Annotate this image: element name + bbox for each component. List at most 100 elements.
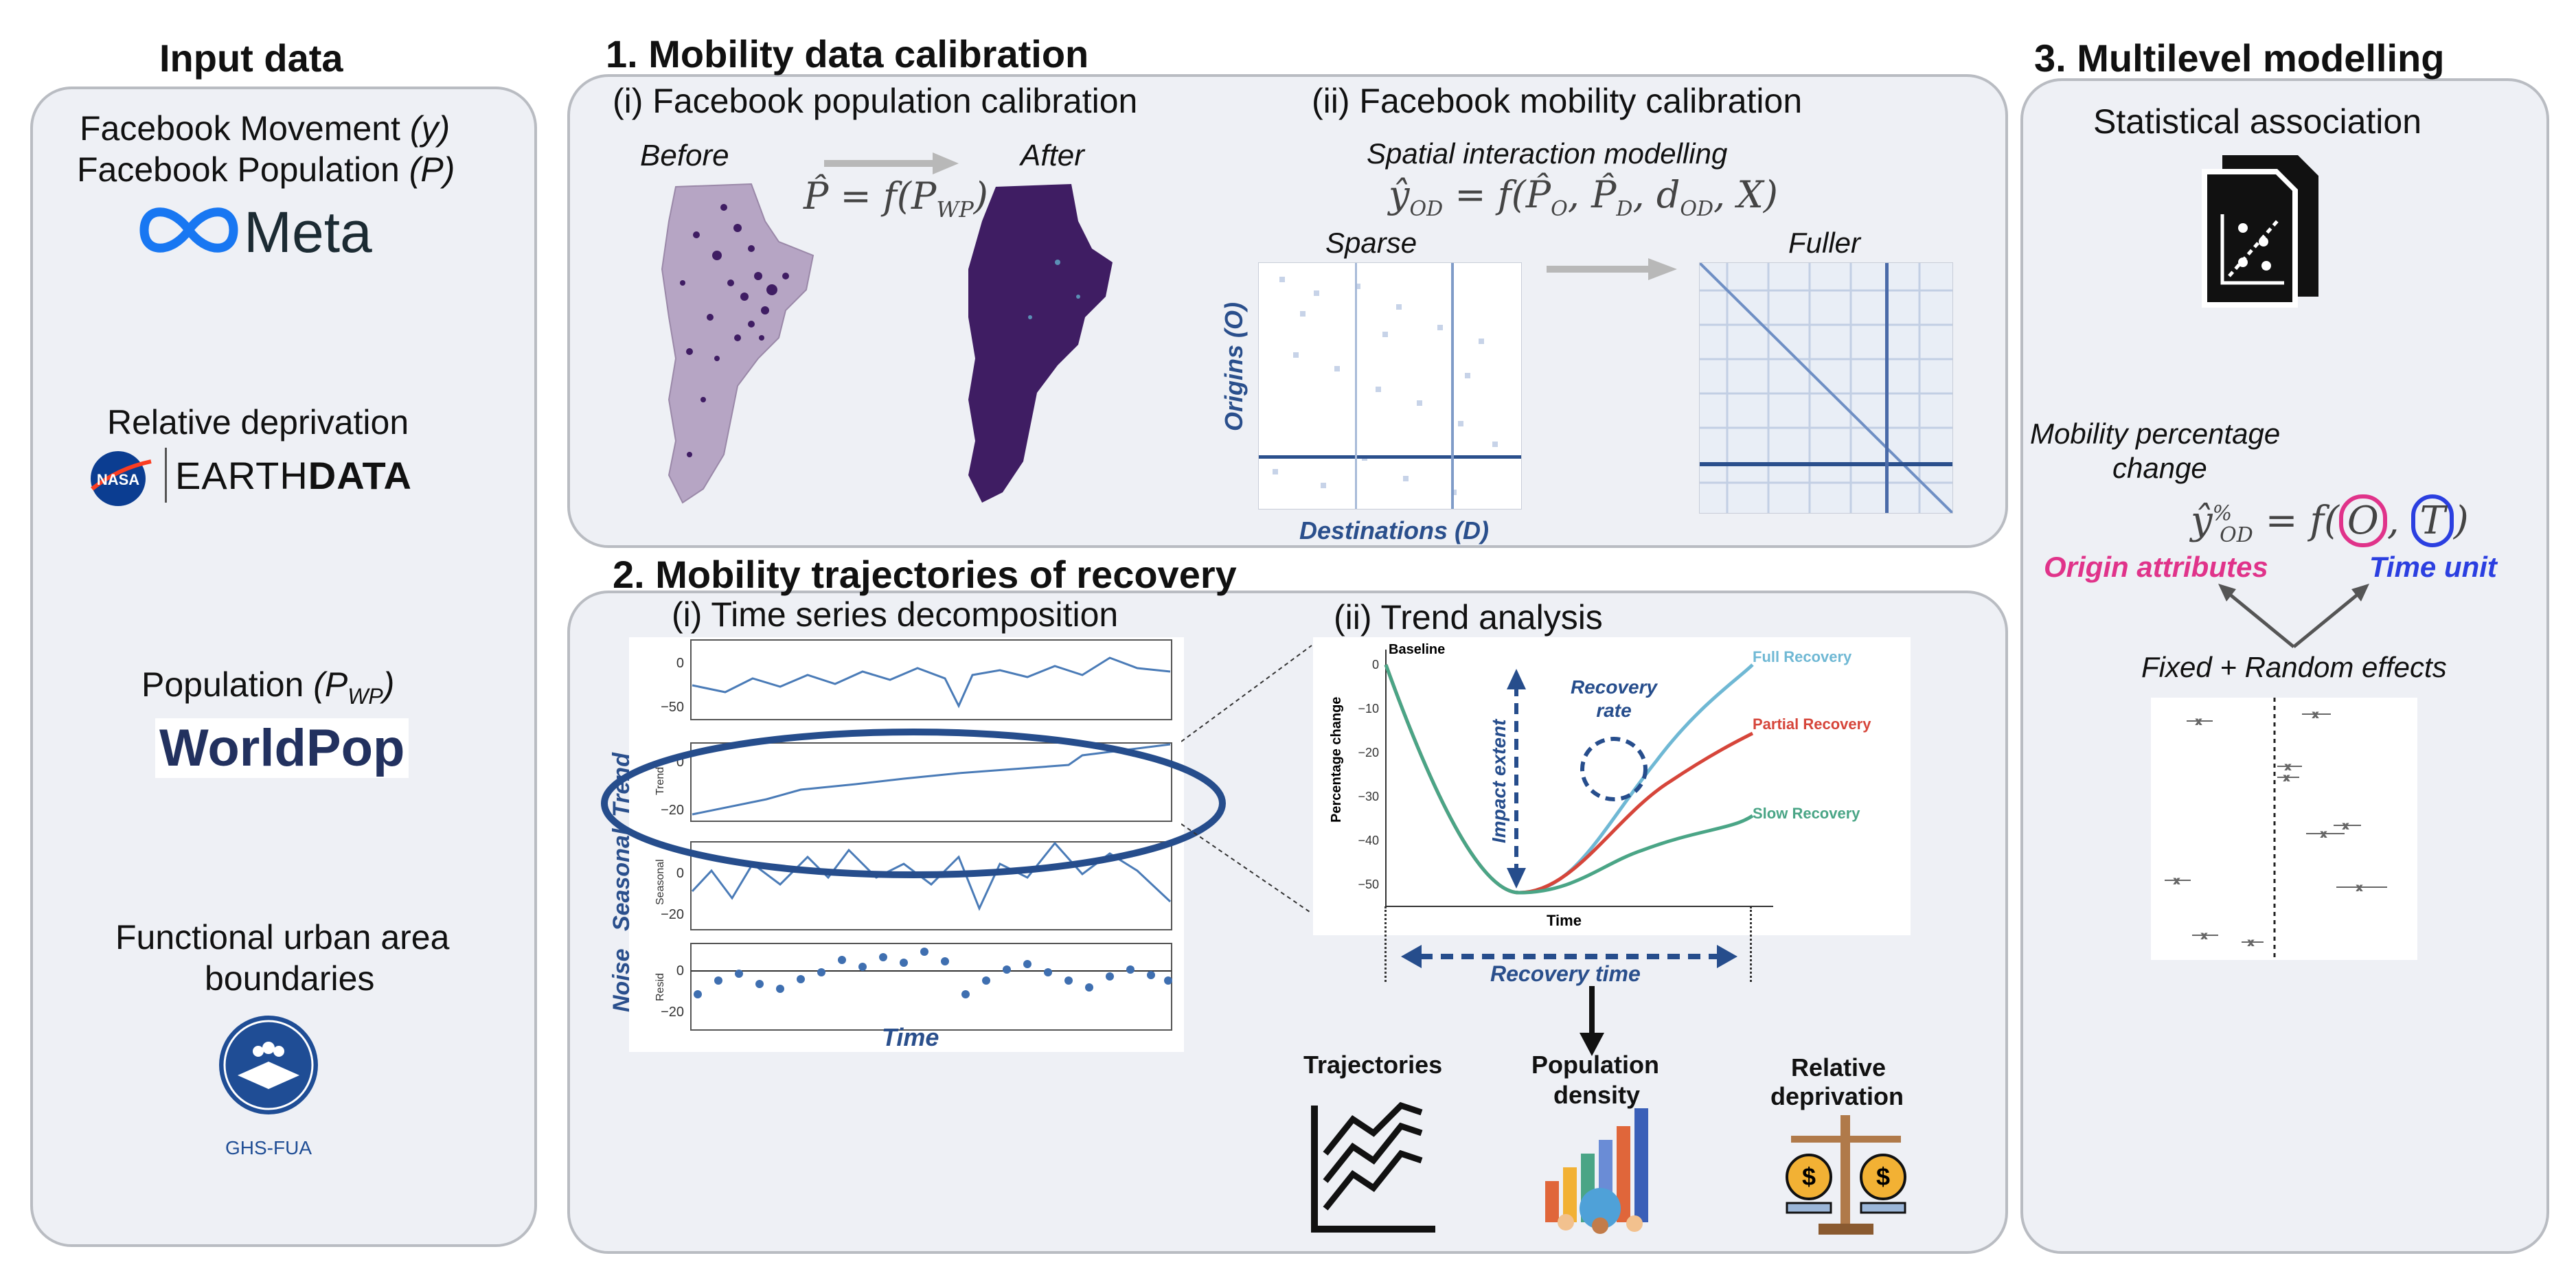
calibration-title: 1. Mobility data calibration bbox=[606, 32, 1089, 76]
population-formula: P̂ = f(PWP) bbox=[803, 174, 988, 222]
relative-deprivation-label: Relative deprivation bbox=[107, 403, 409, 442]
svg-text:NASA: NASA bbox=[97, 471, 139, 488]
svg-text:x: x bbox=[2286, 761, 2290, 772]
recovery-time-label: Recovery time bbox=[1490, 961, 1641, 986]
fuller-matrix bbox=[1698, 262, 1954, 514]
reldep-label-1: Relative bbox=[1791, 1053, 1887, 1081]
effects-arrows bbox=[2198, 578, 2390, 657]
time-unit-label: Time unit bbox=[2369, 551, 2497, 583]
fua-label-line1: Functional urban area bbox=[115, 918, 450, 957]
baseline-dotted-right bbox=[1750, 906, 1752, 982]
trend-analysis-subtitle: (ii) Trend analysis bbox=[1334, 598, 1603, 637]
after-label: After bbox=[1021, 139, 1084, 172]
fuller-label: Fuller bbox=[1788, 227, 1861, 259]
population-calibration-subtitle: (i) Facebook population calibration bbox=[613, 82, 1138, 120]
svg-text:Recovery: Recovery bbox=[1571, 676, 1659, 698]
svg-text:x: x bbox=[2248, 937, 2253, 948]
svg-text:Partial Recovery: Partial Recovery bbox=[1753, 716, 1871, 733]
relative-deprivation-icon: $ $ bbox=[1777, 1108, 1915, 1242]
ghs-fua-text: GHS-FUA bbox=[225, 1137, 312, 1158]
svg-text:Trend: Trend bbox=[654, 767, 666, 795]
worldpop-logo: WorldPop bbox=[155, 718, 409, 778]
fb-movement-label: Facebook Movement (y) bbox=[80, 109, 451, 148]
origin-attributes-label: Origin attributes bbox=[2044, 551, 2268, 583]
svg-text:Percentage change: Percentage change bbox=[1329, 697, 1344, 823]
mobility-calibration-subtitle: (ii) Facebook mobility calibration bbox=[1312, 82, 1803, 120]
sim-label: Spatial interaction modelling bbox=[1367, 137, 1728, 170]
earthdata-divider bbox=[165, 448, 167, 503]
recovery-time-arrow bbox=[1401, 939, 1737, 977]
fua-label-line2: boundaries bbox=[205, 959, 375, 998]
sim-formula: ŷOD = f(P̂O, P̂D, dOD, X) bbox=[1389, 173, 1778, 221]
trend-analysis-chart: 0 −10 −20 −30 −40 −50 Baseline Percentag… bbox=[1313, 637, 1911, 935]
population-label: Population (PWP) bbox=[141, 665, 395, 709]
svg-text:$: $ bbox=[1802, 1163, 1816, 1191]
svg-text:0: 0 bbox=[676, 656, 684, 671]
svg-text:−50: −50 bbox=[1358, 878, 1379, 891]
multilevel-title: 3. Multilevel modelling bbox=[2034, 36, 2445, 80]
baseline-dotted-left bbox=[1384, 906, 1387, 982]
svg-text:x: x bbox=[2196, 716, 2201, 726]
ghs-fua-logo bbox=[217, 1014, 320, 1120]
before-label: Before bbox=[640, 139, 729, 172]
svg-text:−20: −20 bbox=[661, 907, 684, 922]
svg-text:−20: −20 bbox=[661, 1005, 684, 1020]
statistics-document-icon bbox=[2195, 152, 2325, 314]
svg-text:Slow Recovery: Slow Recovery bbox=[1753, 805, 1860, 822]
svg-text:−20: −20 bbox=[661, 803, 684, 818]
svg-text:0: 0 bbox=[1372, 658, 1379, 672]
after-map bbox=[941, 180, 1119, 513]
svg-text:−40: −40 bbox=[1358, 834, 1379, 847]
destinations-axis-label: Destinations (D) bbox=[1299, 516, 1490, 545]
svg-text:x: x bbox=[2284, 772, 2289, 783]
calibration-arrow bbox=[824, 150, 961, 181]
sparse-matrix bbox=[1258, 262, 1522, 510]
svg-text:Resid: Resid bbox=[654, 973, 666, 1001]
popdens-label-1: Population bbox=[1531, 1051, 1659, 1079]
svg-text:Seasonal: Seasonal bbox=[654, 859, 666, 905]
reldep-label-2: deprivation bbox=[1770, 1082, 1904, 1110]
svg-text:x: x bbox=[2321, 828, 2326, 839]
meta-logo bbox=[137, 199, 371, 264]
trajectories-icon bbox=[1305, 1099, 1442, 1239]
trajectories-label: Trajectories bbox=[1303, 1051, 1443, 1079]
svg-text:Impact extent: Impact extent bbox=[1488, 718, 1509, 843]
fixed-random-effects-label: Fixed + Random effects bbox=[2141, 651, 2447, 683]
before-map bbox=[648, 180, 827, 513]
nasa-logo: NASA bbox=[84, 448, 159, 513]
mpc-label-2: change bbox=[2112, 452, 2207, 484]
earthdata-logo: EARTHDATA bbox=[175, 454, 412, 497]
noise-side-label: Noise bbox=[608, 948, 635, 1012]
meta-infinity-icon bbox=[139, 207, 238, 253]
svg-text:$: $ bbox=[1876, 1163, 1890, 1191]
input-data-title: Input data bbox=[159, 36, 343, 80]
zoom-connector bbox=[1181, 639, 1353, 930]
svg-text:x: x bbox=[2174, 875, 2179, 886]
svg-text:0: 0 bbox=[676, 963, 684, 978]
decomposition-figure: 0 −50 0 −20 0 −20 0 −20 Trend Seasonal Resid bbox=[629, 637, 1184, 1052]
svg-text:−50: −50 bbox=[661, 700, 684, 715]
trajectories-title: 2. Mobility trajectories of recovery bbox=[613, 553, 1237, 596]
svg-text:rate: rate bbox=[1596, 700, 1631, 721]
ts-decomposition-subtitle: (i) Time series decomposition bbox=[672, 595, 1119, 634]
population-density-icon bbox=[1538, 1106, 1662, 1239]
down-arrow bbox=[1571, 986, 1612, 1065]
svg-text:x: x bbox=[2343, 820, 2348, 831]
origins-axis-label: Origins (O) bbox=[1220, 302, 1248, 431]
svg-text:−30: −30 bbox=[1358, 790, 1379, 803]
trend-highlight-ellipse bbox=[597, 721, 1229, 889]
multilevel-formula: ŷ%OD = f(O, T) bbox=[2191, 494, 2469, 547]
meta-logo-text: Meta bbox=[244, 200, 372, 264]
svg-text:x: x bbox=[2357, 882, 2362, 893]
coefficient-plot: x x x x x x x x x x bbox=[2151, 698, 2417, 960]
ts-time-label: Time bbox=[882, 1023, 939, 1051]
sparse-label: Sparse bbox=[1325, 227, 1417, 259]
popdens-label-2: density bbox=[1553, 1081, 1641, 1109]
svg-text:−10: −10 bbox=[1358, 702, 1379, 716]
svg-text:x: x bbox=[2202, 930, 2207, 941]
svg-text:Full Recovery: Full Recovery bbox=[1753, 648, 1852, 665]
svg-text:Time: Time bbox=[1547, 912, 1582, 929]
svg-text:−20: −20 bbox=[1358, 746, 1379, 759]
matrix-arrow bbox=[1547, 255, 1684, 286]
svg-text:0: 0 bbox=[676, 755, 684, 770]
